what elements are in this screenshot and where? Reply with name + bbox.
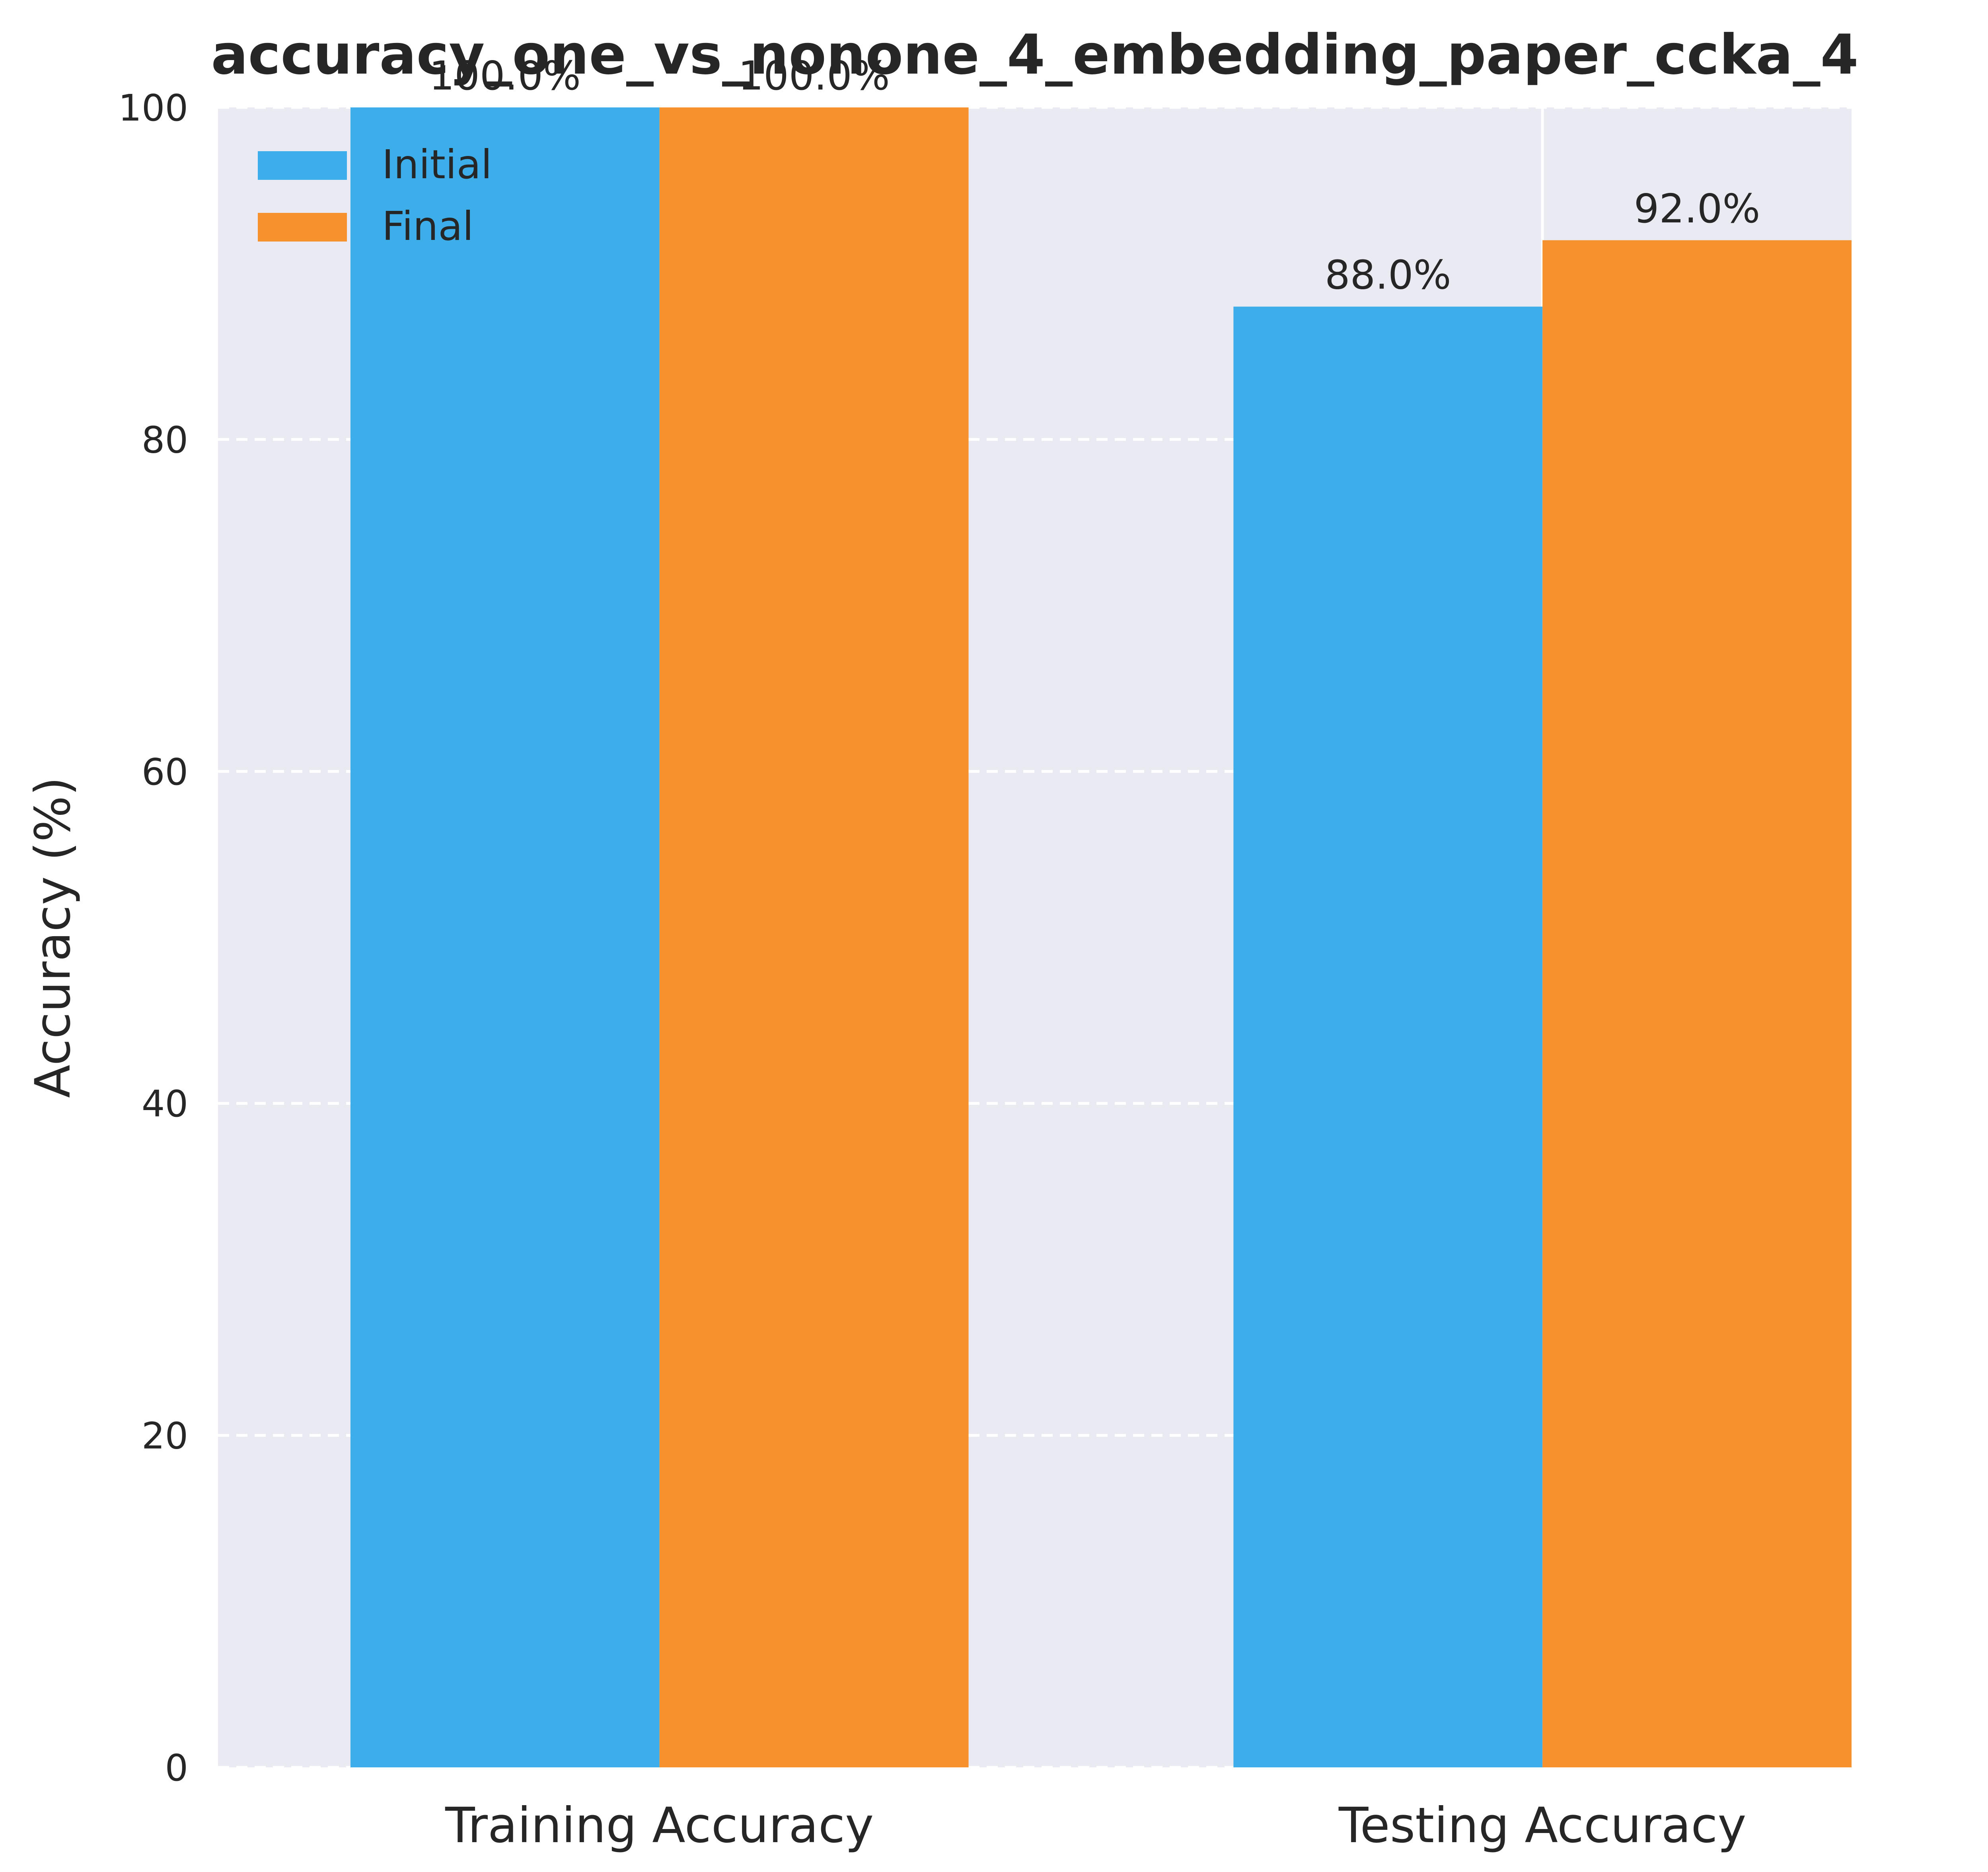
- chart-title: accuracy_one_vs_nonone_4_embedding_paper…: [211, 23, 1858, 87]
- bar-value-label: 88.0%: [1325, 252, 1451, 298]
- legend-label-final: Final: [382, 203, 473, 249]
- y-tick-label: 40: [142, 1083, 188, 1125]
- bar-value-label: 92.0%: [1634, 185, 1760, 232]
- legend-swatch-final: [258, 213, 347, 242]
- y-tick-label: 100: [118, 87, 188, 129]
- bar-value-label: 100.0%: [738, 53, 890, 99]
- bar-value-labels: 100.0% 88.0% 100.0% 92.0%: [429, 53, 1760, 298]
- legend-label-initial: Initial: [382, 141, 492, 188]
- legend-swatch-initial: [258, 151, 347, 180]
- x-tick-label: Testing Accuracy: [1338, 1797, 1747, 1854]
- y-axis-label: Accuracy (%): [25, 777, 81, 1098]
- x-tick-label: Training Accuracy: [445, 1797, 874, 1854]
- legend: Initial Final: [258, 141, 492, 249]
- y-tick-label: 80: [142, 419, 188, 461]
- bar-value-label: 100.0%: [429, 53, 581, 99]
- y-axis-ticks: 0 20 40 60 80 100: [118, 87, 188, 1789]
- x-axis-ticks: Training Accuracy Testing Accuracy: [445, 1797, 1746, 1854]
- bar-final: [659, 107, 969, 1767]
- bars: [350, 107, 1852, 1767]
- y-tick-label: 20: [142, 1415, 188, 1457]
- y-tick-label: 60: [142, 751, 188, 793]
- bar-initial: [350, 107, 660, 1767]
- bar-final: [1542, 240, 1852, 1767]
- bar-initial: [1233, 306, 1543, 1767]
- y-tick-label: 0: [165, 1747, 188, 1789]
